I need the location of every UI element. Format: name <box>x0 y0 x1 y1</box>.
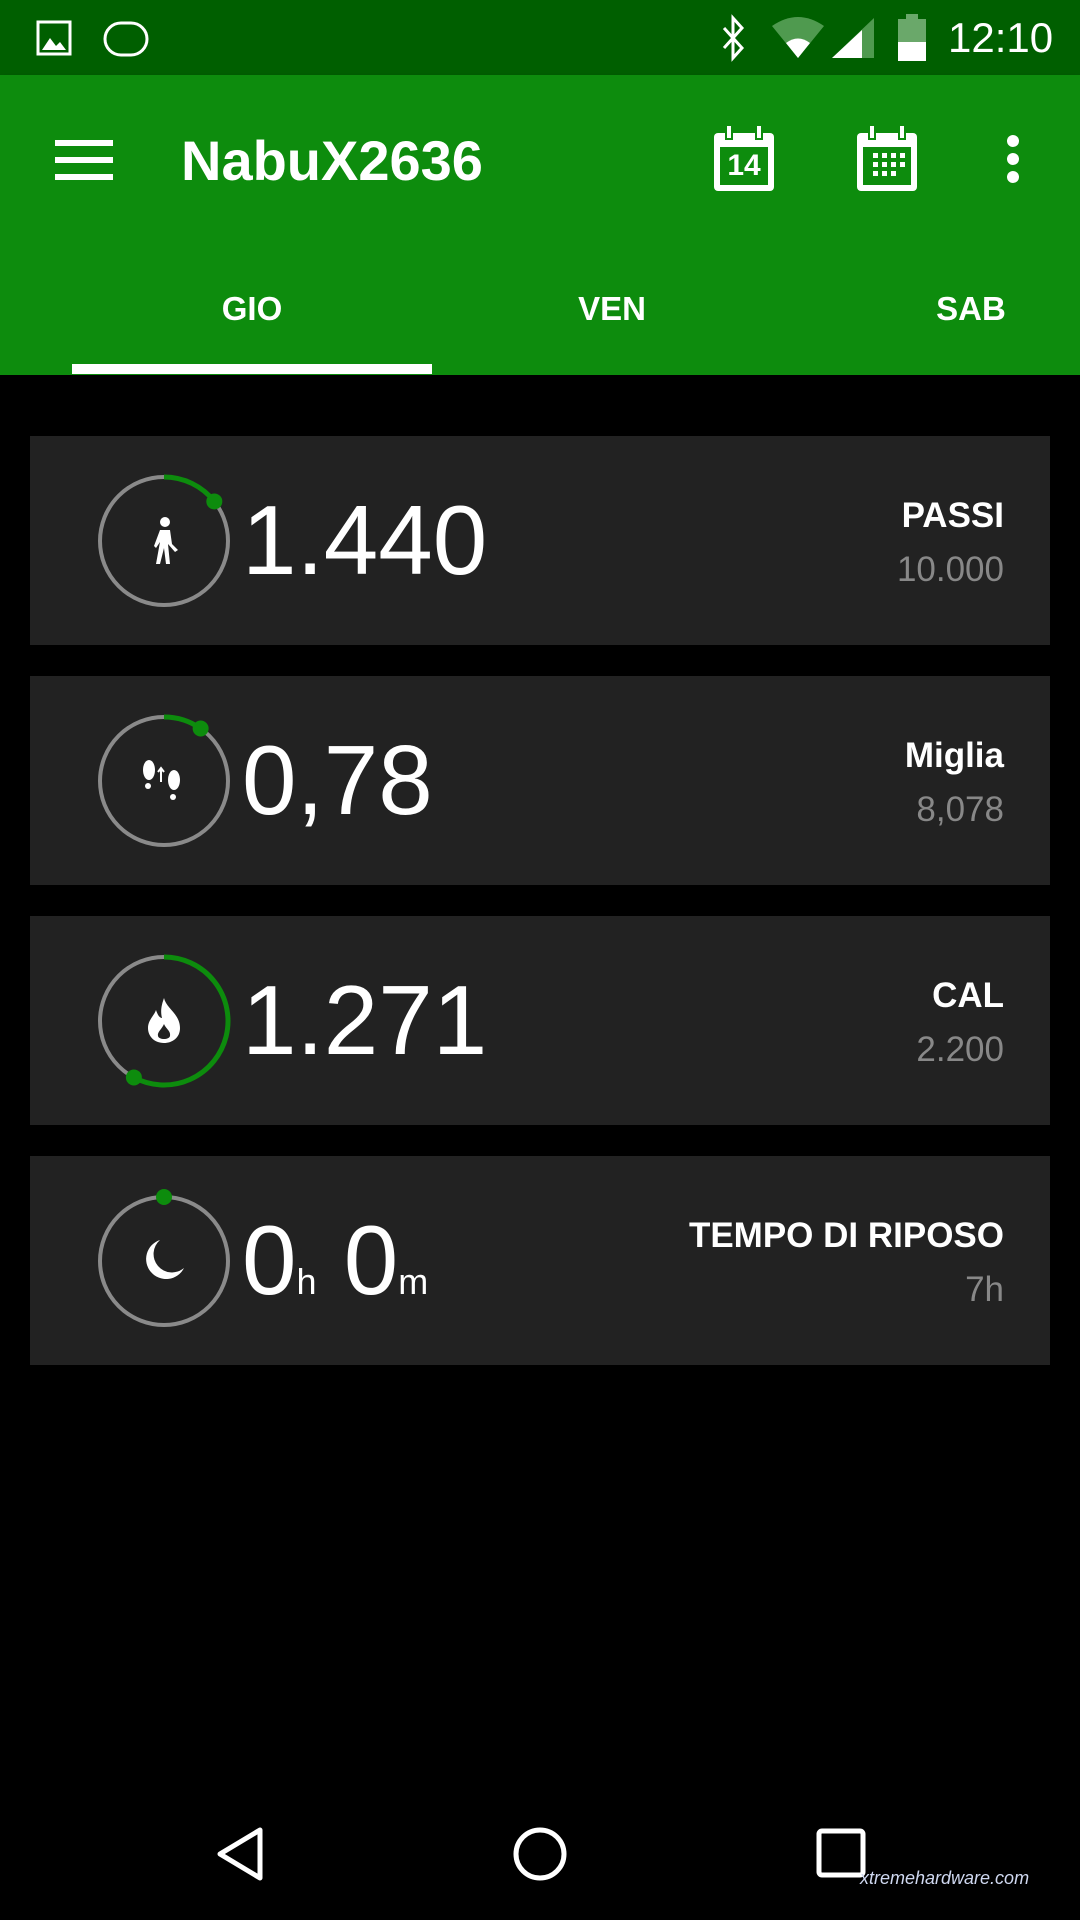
battery-icon <box>898 14 926 61</box>
sync-icon <box>103 21 149 57</box>
ring-progress-dot <box>192 720 209 737</box>
tab-gio[interactable]: GIO <box>221 290 283 327</box>
calories-card[interactable]: 1.271 CAL 2.200 <box>30 916 1050 1125</box>
calendar-day-number: 14 <box>727 149 761 182</box>
ring-progress-arc <box>163 474 217 504</box>
watermark: xtremehardware.com <box>860 1868 1030 1888</box>
ring-progress-dot <box>206 493 223 510</box>
sleep-progress-ring <box>98 1189 230 1327</box>
moon-icon <box>146 1240 184 1280</box>
footsteps-icon <box>143 760 180 800</box>
calories-goal: 2.200 <box>916 1030 1004 1069</box>
menu-icon[interactable] <box>55 140 113 180</box>
calendar-month-icon[interactable] <box>855 125 919 193</box>
status-bar: 12:10 <box>0 0 1080 75</box>
back-icon[interactable] <box>214 1826 266 1882</box>
distance-label: Miglia <box>904 736 1004 775</box>
sleep-value: 0h 0m <box>242 1204 428 1338</box>
app-bar <box>0 75 1080 375</box>
ring-progress-dot <box>156 1189 172 1205</box>
ring-progress-dot <box>125 1069 142 1086</box>
tab-ven[interactable]: VEN <box>578 290 646 327</box>
calories-label: CAL <box>932 976 1004 1015</box>
walking-icon <box>154 517 178 564</box>
sleep-hours: 0 <box>242 1205 297 1315</box>
steps-progress-ring <box>98 474 230 607</box>
app-title: NabuX2636 <box>181 129 483 192</box>
ring-progress-arc <box>132 954 231 1088</box>
sleep-minutes: 0 <box>343 1205 399 1315</box>
distance-progress-ring <box>98 714 230 847</box>
hours-unit: h <box>296 1261 317 1302</box>
distance-card[interactable]: 0,78 Miglia 8,078 <box>30 676 1050 885</box>
image-icon <box>36 20 72 56</box>
calories-progress-ring <box>98 954 231 1088</box>
sleep-goal: 7h <box>965 1270 1004 1309</box>
sleep-label: TEMPO DI RIPOSO <box>688 1216 1004 1255</box>
calendar-today-icon[interactable]: 14 <box>712 124 776 193</box>
home-icon[interactable] <box>512 1826 568 1882</box>
wifi-icon <box>772 17 824 58</box>
flame-icon <box>148 998 180 1043</box>
steps-label: PASSI <box>901 496 1004 535</box>
minutes-unit: m <box>398 1261 429 1302</box>
steps-card[interactable]: 1.440 PASSI 10.000 <box>30 436 1050 645</box>
more-vert-icon[interactable] <box>1004 134 1022 184</box>
distance-goal: 8,078 <box>916 790 1004 829</box>
tab-sab[interactable]: SAB <box>936 290 1006 327</box>
calories-value: 1.271 <box>242 965 488 1075</box>
navigation-bar <box>0 1776 1080 1920</box>
steps-goal: 10.000 <box>896 550 1004 589</box>
clock: 12:10 <box>948 14 1054 61</box>
sleep-card[interactable]: 0h 0m TEMPO DI RIPOSO 7h <box>30 1156 1050 1365</box>
bluetooth-icon <box>722 14 745 62</box>
tab-indicator <box>72 364 432 374</box>
steps-value: 1.440 <box>242 485 488 595</box>
signal-icon <box>832 18 874 58</box>
distance-value: 0,78 <box>242 725 433 835</box>
recents-icon[interactable] <box>816 1828 866 1878</box>
